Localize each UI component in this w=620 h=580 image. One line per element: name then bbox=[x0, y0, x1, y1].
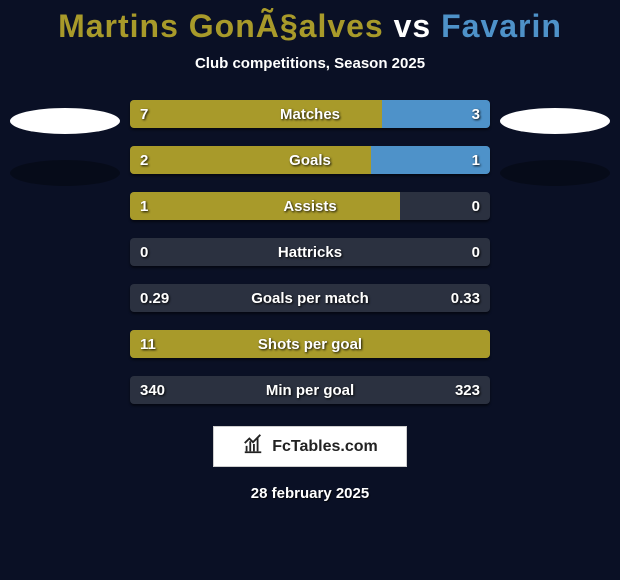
stat-label: Assists bbox=[130, 198, 490, 215]
stat-right-value: 0 bbox=[472, 198, 480, 215]
stat-bar: 340Min per goal323 bbox=[130, 376, 490, 404]
stat-right-value: 323 bbox=[455, 382, 480, 399]
stat-right-value: 0.33 bbox=[451, 290, 480, 307]
stat-bar: 0.29Goals per match0.33 bbox=[130, 284, 490, 312]
stat-label: Goals per match bbox=[130, 290, 490, 307]
right-side-logos bbox=[490, 100, 620, 186]
stat-right-value: 1 bbox=[472, 152, 480, 169]
player1-club-logo-2 bbox=[10, 160, 120, 186]
brand-box: FcTables.com bbox=[213, 426, 407, 467]
stat-label: Min per goal bbox=[130, 382, 490, 399]
stat-right-value: 3 bbox=[472, 106, 480, 123]
player2-club-logo-2 bbox=[500, 160, 610, 186]
stat-right-value: 0 bbox=[472, 244, 480, 261]
footer-date: 28 february 2025 bbox=[251, 485, 369, 502]
stat-bar: 11Shots per goal bbox=[130, 330, 490, 358]
stat-bar: 2Goals1 bbox=[130, 146, 490, 174]
left-side-logos bbox=[0, 100, 130, 186]
stat-bar: 1Assists0 bbox=[130, 192, 490, 220]
comparison-content: 7Matches32Goals11Assists00Hattricks00.29… bbox=[0, 100, 620, 404]
stat-label: Matches bbox=[130, 106, 490, 123]
stat-bars: 7Matches32Goals11Assists00Hattricks00.29… bbox=[130, 100, 490, 404]
player1-club-logo-1 bbox=[10, 108, 120, 134]
page-title: Martins GonÃ§alves vs Favarin bbox=[58, 8, 562, 45]
stat-bar: 0Hattricks0 bbox=[130, 238, 490, 266]
stat-label: Goals bbox=[130, 152, 490, 169]
brand-chart-icon bbox=[242, 433, 264, 460]
player2-name: Favarin bbox=[441, 8, 562, 44]
subtitle: Club competitions, Season 2025 bbox=[195, 55, 425, 72]
vs-label: vs bbox=[384, 8, 441, 44]
brand-name: FcTables.com bbox=[272, 438, 378, 456]
stat-label: Shots per goal bbox=[130, 336, 490, 353]
stat-label: Hattricks bbox=[130, 244, 490, 261]
player1-name: Martins GonÃ§alves bbox=[58, 8, 384, 44]
player2-club-logo-1 bbox=[500, 108, 610, 134]
stat-bar: 7Matches3 bbox=[130, 100, 490, 128]
